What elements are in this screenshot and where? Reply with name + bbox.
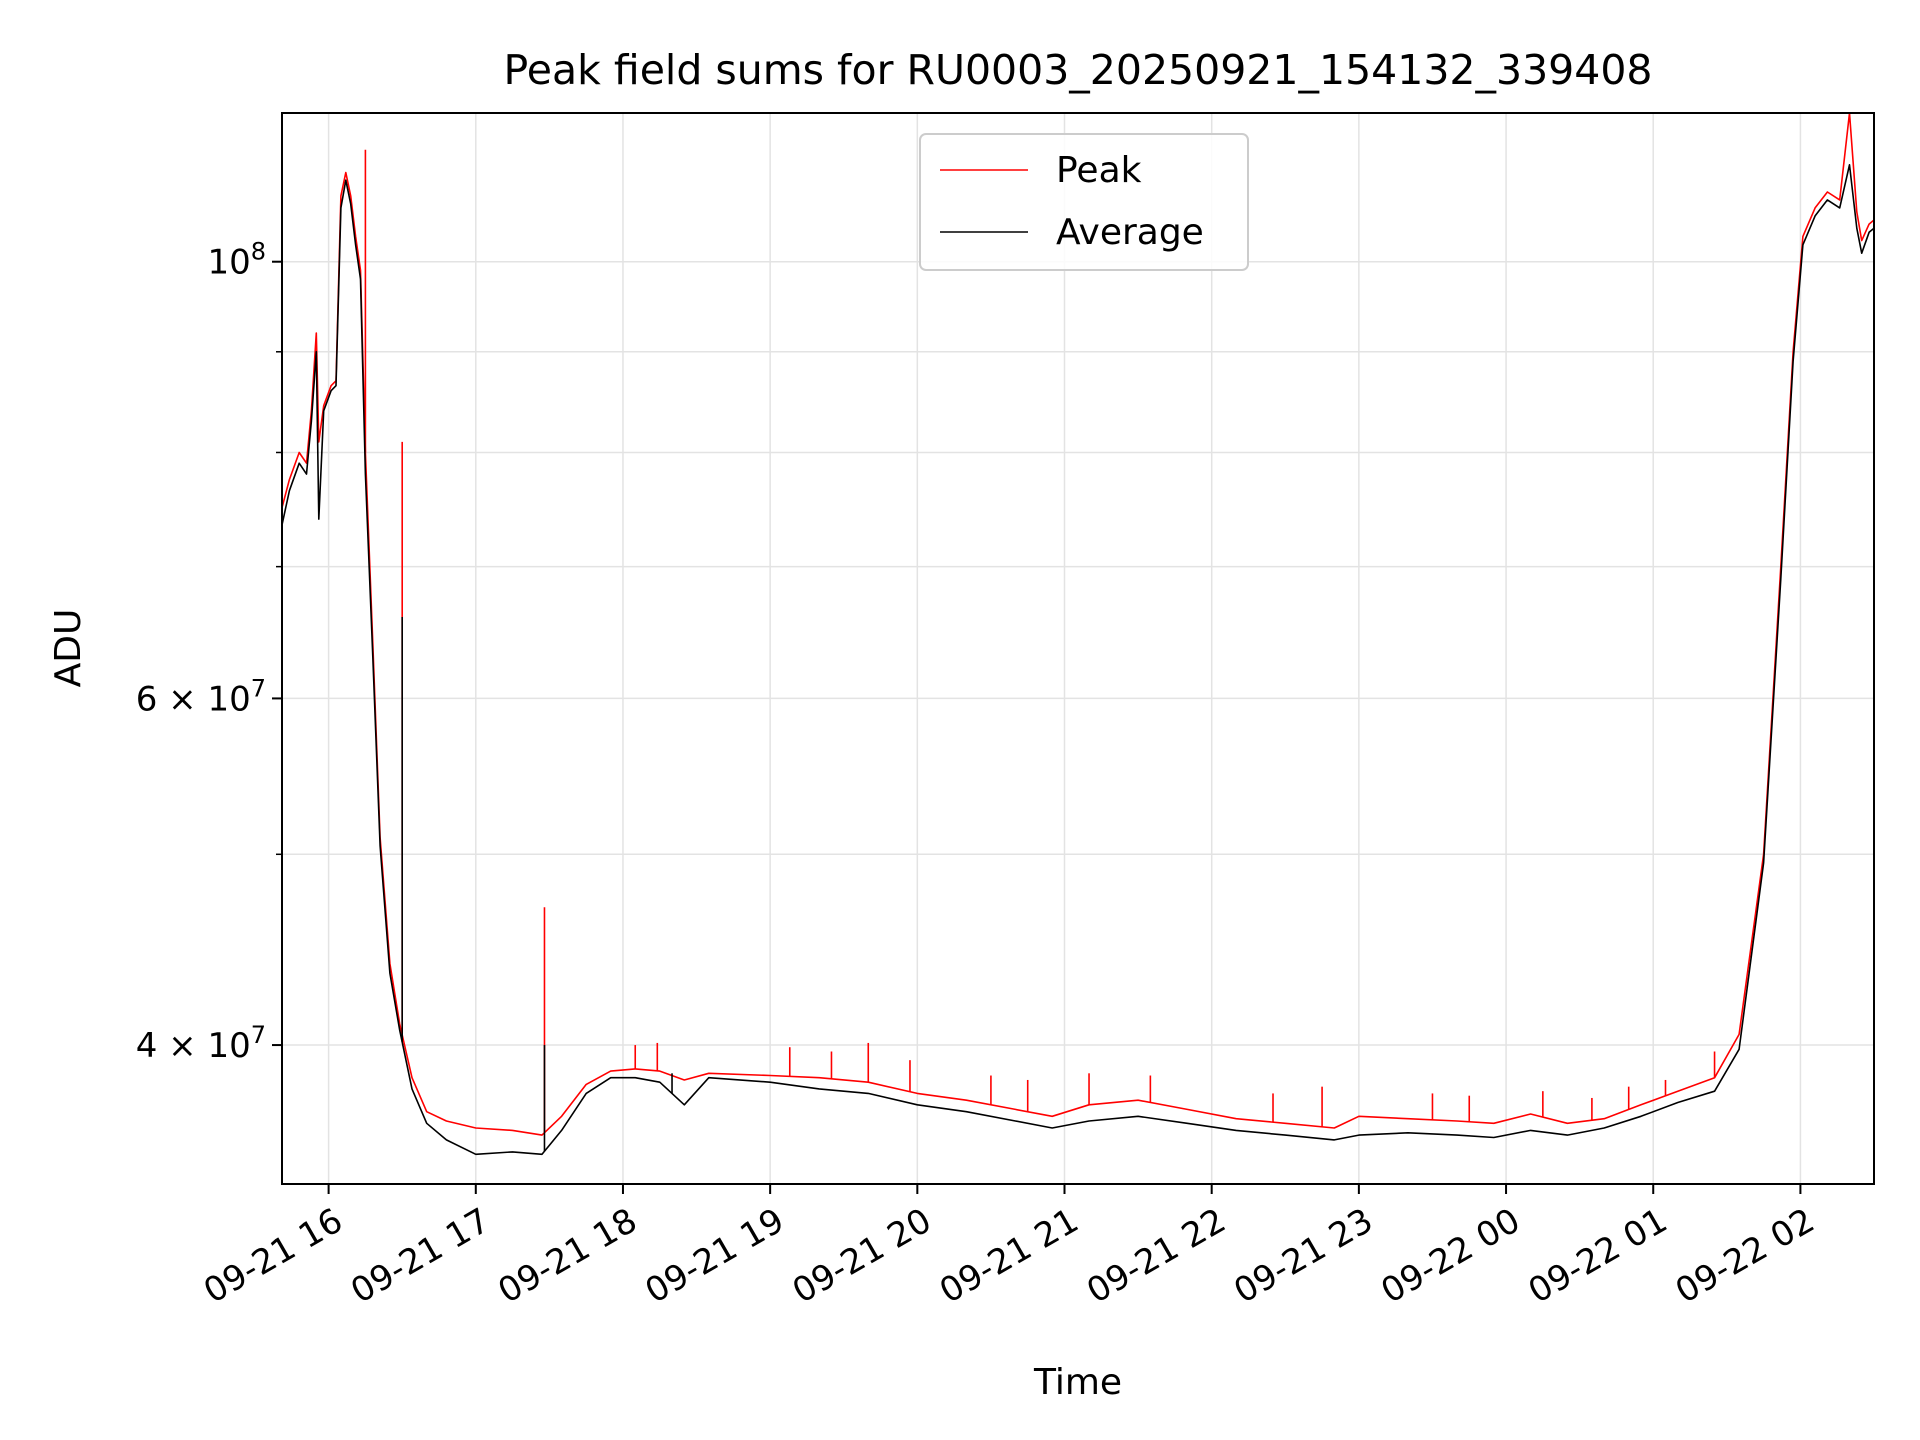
legend: Peak Average xyxy=(919,133,1249,271)
y-tick-label: 4 × 107 xyxy=(136,1021,266,1066)
y-axis-label: ADU xyxy=(48,609,89,688)
y-tick-base: 4 × 10 xyxy=(136,1026,251,1066)
legend-label-average: Average xyxy=(1056,212,1204,253)
y-tick-exponent: 7 xyxy=(251,674,266,702)
plot-frame xyxy=(281,112,1875,1185)
peak-series-line xyxy=(282,113,1874,1136)
y-tick-label: 6 × 107 xyxy=(136,674,266,719)
y-tick-label: 108 xyxy=(207,238,266,283)
series-layer xyxy=(282,113,1874,1156)
chart-title: Peak field sums for RU0003_20250921_1541… xyxy=(503,46,1652,94)
y-tick-exponent: 7 xyxy=(251,1021,266,1049)
legend-label-peak: Peak xyxy=(1056,150,1142,191)
y-tick-base: 10 xyxy=(207,243,250,283)
x-axis-label: Time xyxy=(1033,1362,1122,1403)
y-tick-exponent: 8 xyxy=(251,238,266,266)
average-series-line xyxy=(282,164,1874,1156)
legend-box xyxy=(919,133,1249,271)
y-tick-base: 6 × 10 xyxy=(136,679,251,719)
